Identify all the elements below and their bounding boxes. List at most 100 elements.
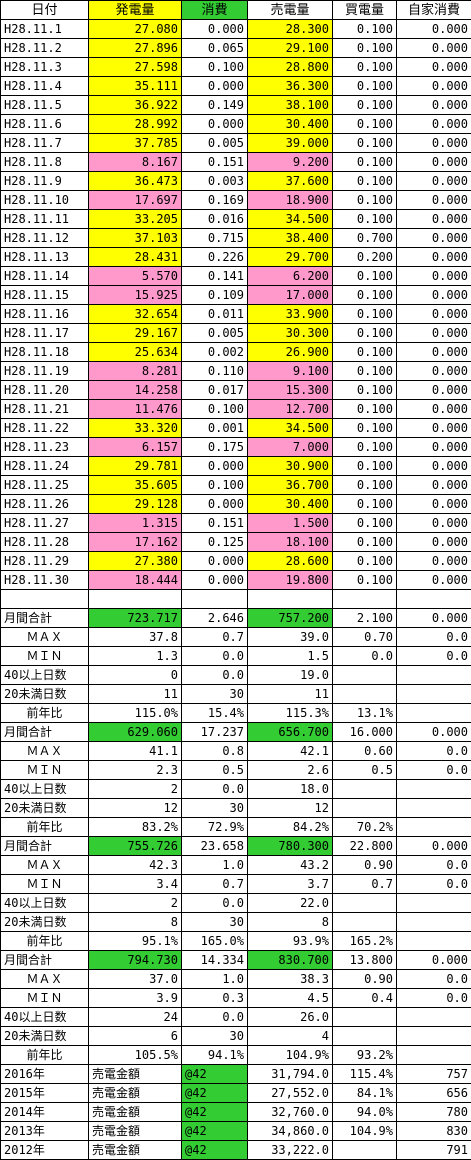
summary-label[interactable]: 月間合計 [1, 609, 89, 628]
self-consumption-cell[interactable]: 0.0 [397, 761, 471, 780]
self-consumption-cell[interactable]: 0.000 [397, 20, 471, 39]
sold-power-cell[interactable]: 12.700 [248, 400, 333, 419]
header-sold-power[interactable]: 売電量 [248, 1, 333, 20]
generation-cell[interactable]: 6.157 [89, 438, 182, 457]
summary-label[interactable]: 20未満日数 [1, 913, 89, 932]
generation-cell[interactable]: 17.162 [89, 533, 182, 552]
generation-cell[interactable]: 105.5% [89, 1046, 182, 1065]
consumption-cell[interactable]: 0.100 [182, 400, 248, 419]
sold-power-cell[interactable]: 780.300 [248, 837, 333, 856]
summary-label[interactable]: 20未満日数 [1, 1027, 89, 1046]
generation-cell[interactable]: 27.896 [89, 39, 182, 58]
generation-cell[interactable]: 37.0 [89, 970, 182, 989]
consumption-cell[interactable]: 165.0% [182, 932, 248, 951]
generation-cell[interactable]: 17.697 [89, 191, 182, 210]
self-consumption-cell[interactable]: 0.000 [397, 951, 471, 970]
sold-power-cell[interactable]: 1.500 [248, 514, 333, 533]
sold-power-cell[interactable]: 12 [248, 799, 333, 818]
revenue-label-cell[interactable]: 売電金額 [89, 1141, 182, 1160]
consumption-cell[interactable]: 0.0 [182, 1008, 248, 1027]
unit-price-cell[interactable]: @42 [182, 1122, 248, 1141]
sold-power-cell[interactable]: 830.700 [248, 951, 333, 970]
year-cell[interactable]: 2013年 [1, 1122, 89, 1141]
generation-cell[interactable]: 8.281 [89, 362, 182, 381]
bought-power-cell[interactable]: 0.100 [333, 438, 397, 457]
generation-cell[interactable]: 1.3 [89, 647, 182, 666]
consumption-cell[interactable]: 0.000 [182, 571, 248, 590]
bought-power-cell[interactable]: 0.100 [333, 362, 397, 381]
consumption-cell[interactable]: 1.0 [182, 970, 248, 989]
generation-cell[interactable]: 32.654 [89, 305, 182, 324]
consumption-cell[interactable]: 0.0 [182, 780, 248, 799]
self-consumption-cell[interactable]: 0.000 [397, 248, 471, 267]
sold-power-cell[interactable]: 656.700 [248, 723, 333, 742]
generation-cell[interactable]: 37.103 [89, 229, 182, 248]
empty-cell[interactable] [397, 590, 471, 609]
self-consumption-cell[interactable] [397, 1046, 471, 1065]
header-bought-power[interactable]: 買電量 [333, 1, 397, 20]
generation-cell[interactable]: 723.717 [89, 609, 182, 628]
self-consumption-cell[interactable]: 0.000 [397, 571, 471, 590]
sold-power-cell[interactable]: 38.100 [248, 96, 333, 115]
sold-power-cell[interactable]: 6.200 [248, 267, 333, 286]
summary-label[interactable]: ＭＡＸ [1, 742, 89, 761]
sold-power-cell[interactable]: 115.3% [248, 704, 333, 723]
date-cell[interactable]: H28.11.21 [1, 400, 89, 419]
bought-power-cell[interactable] [333, 780, 397, 799]
sold-power-cell[interactable]: 93.9% [248, 932, 333, 951]
bought-power-cell[interactable]: 93.2% [333, 1046, 397, 1065]
self-consumption-cell[interactable]: 0.000 [397, 134, 471, 153]
sold-power-cell[interactable]: 4.5 [248, 989, 333, 1008]
date-cell[interactable]: H28.11.27 [1, 514, 89, 533]
summary-label[interactable]: 前年比 [1, 1046, 89, 1065]
self-consumption-cell[interactable]: 0.000 [397, 362, 471, 381]
consumption-cell[interactable]: 0.175 [182, 438, 248, 457]
bought-power-cell[interactable] [333, 913, 397, 932]
year-cell[interactable]: 2014年 [1, 1103, 89, 1122]
self-consumption-cell[interactable]: 0.000 [397, 343, 471, 362]
generation-cell[interactable]: 33.205 [89, 210, 182, 229]
generation-cell[interactable]: 24 [89, 1008, 182, 1027]
unit-price-cell[interactable]: @42 [182, 1065, 248, 1084]
sold-power-cell[interactable]: 1.5 [248, 647, 333, 666]
generation-cell[interactable]: 12 [89, 799, 182, 818]
consumption-cell[interactable]: 0.0 [182, 894, 248, 913]
bought-power-cell[interactable]: 0.100 [333, 77, 397, 96]
summary-label[interactable]: 前年比 [1, 704, 89, 723]
sold-power-cell[interactable]: 29.100 [248, 39, 333, 58]
summary-label[interactable]: ＭＩＮ [1, 761, 89, 780]
self-consumption-cell[interactable] [397, 685, 471, 704]
bought-power-cell[interactable]: 0.100 [333, 324, 397, 343]
bought-power-cell[interactable]: 0.100 [333, 172, 397, 191]
self-consumption-cell[interactable]: 0.000 [397, 191, 471, 210]
summary-label[interactable]: 40以上日数 [1, 1008, 89, 1027]
ratio-cell[interactable]: 115.4% [333, 1065, 397, 1084]
sold-power-cell[interactable]: 30.400 [248, 495, 333, 514]
generation-cell[interactable]: 18.444 [89, 571, 182, 590]
generation-cell[interactable]: 2 [89, 780, 182, 799]
sold-power-cell[interactable]: 4 [248, 1027, 333, 1046]
bought-power-cell[interactable]: 0.100 [333, 58, 397, 77]
date-cell[interactable]: H28.11.3 [1, 58, 89, 77]
generation-cell[interactable]: 3.4 [89, 875, 182, 894]
consumption-cell[interactable]: 0.3 [182, 989, 248, 1008]
self-consumption-cell[interactable]: 0.0 [397, 856, 471, 875]
self-consumption-cell[interactable]: 0.000 [397, 419, 471, 438]
self-consumption-cell[interactable] [397, 1027, 471, 1046]
self-consumption-cell[interactable] [397, 932, 471, 951]
sold-power-cell[interactable]: 17.000 [248, 286, 333, 305]
self-consumption-cell[interactable]: 0.000 [397, 552, 471, 571]
bought-power-cell[interactable]: 0.70 [333, 628, 397, 647]
consumption-cell[interactable]: 15.4% [182, 704, 248, 723]
consumption-cell[interactable]: 0.141 [182, 267, 248, 286]
consumption-cell[interactable]: 0.005 [182, 324, 248, 343]
bought-power-cell[interactable]: 0.90 [333, 970, 397, 989]
consumption-cell[interactable]: 0.000 [182, 552, 248, 571]
generation-cell[interactable]: 33.320 [89, 419, 182, 438]
sold-power-cell[interactable]: 29.700 [248, 248, 333, 267]
date-cell[interactable]: H28.11.20 [1, 381, 89, 400]
generation-cell[interactable]: 83.2% [89, 818, 182, 837]
summary-label[interactable]: 40以上日数 [1, 780, 89, 799]
self-consumption-cell[interactable] [397, 666, 471, 685]
sold-power-cell[interactable]: 37.600 [248, 172, 333, 191]
